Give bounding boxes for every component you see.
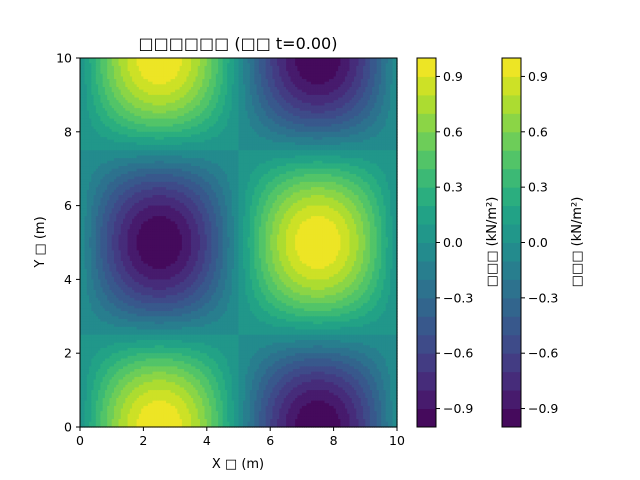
chart-title: □□□□□□ (□□ t=0.00) bbox=[139, 34, 338, 53]
contour-plot-area bbox=[80, 58, 398, 428]
